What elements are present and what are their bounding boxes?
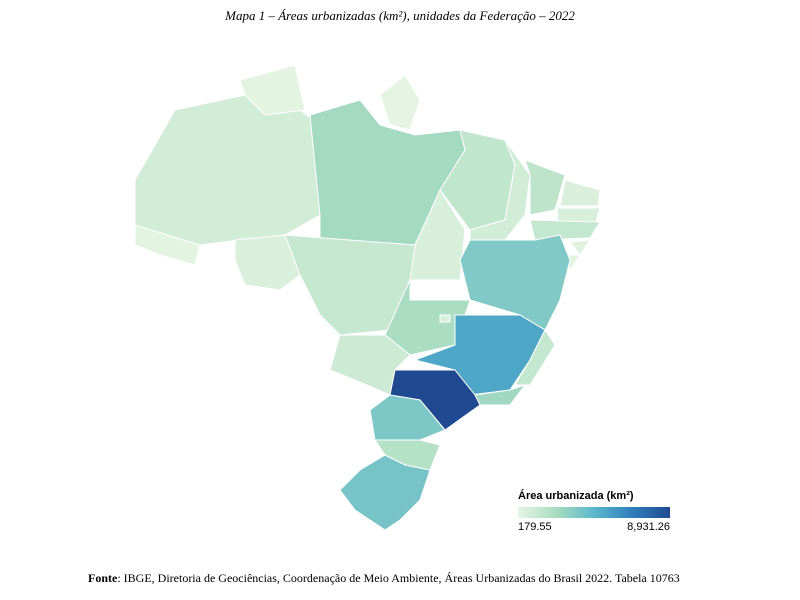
legend-max: 8,931.26	[627, 521, 670, 533]
state	[459, 234, 571, 331]
source-text: : IBGE, Diretoria de Geociências, Coorde…	[117, 571, 679, 585]
states	[134, 64, 601, 531]
state	[529, 219, 601, 241]
legend-min: 179.55	[518, 521, 552, 533]
map-title: Mapa 1 – Áreas urbanizadas (km²), unidad…	[224, 8, 575, 23]
source-label: Fonte	[88, 571, 118, 585]
state	[339, 454, 431, 531]
legend-bar	[518, 507, 670, 518]
state	[439, 314, 451, 323]
state	[239, 64, 306, 116]
state	[409, 188, 466, 281]
state	[569, 239, 592, 256]
state	[514, 329, 556, 386]
state	[134, 224, 201, 266]
source: Fonte: IBGE, Diretoria de Geociências, C…	[88, 571, 680, 585]
state	[134, 94, 321, 246]
state	[524, 159, 566, 216]
state	[559, 179, 601, 207]
state	[379, 74, 421, 131]
legend-title: Área urbanizada (km²)	[518, 489, 634, 502]
